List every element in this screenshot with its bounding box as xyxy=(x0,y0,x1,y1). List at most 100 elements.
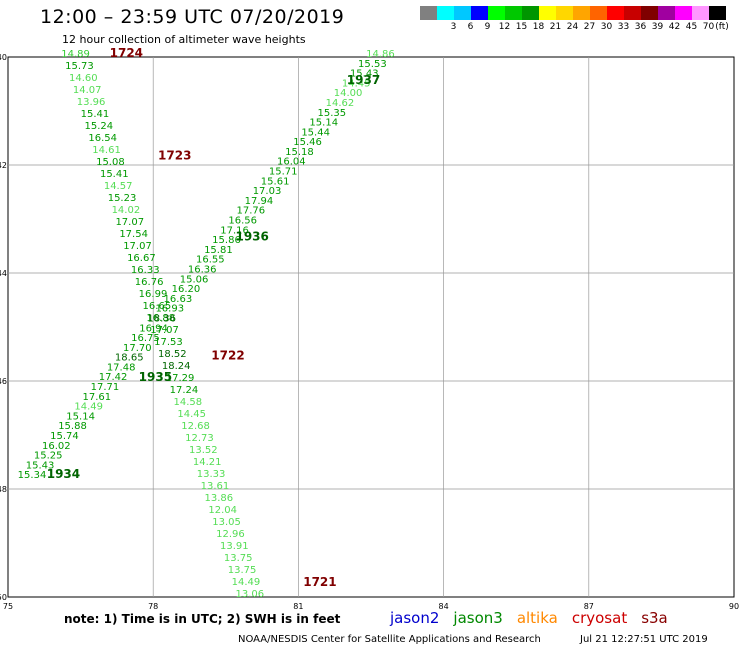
pass-time-label: 1935 xyxy=(139,370,172,384)
swh-value: 15.24 xyxy=(84,121,113,132)
swh-value: 13.61 xyxy=(201,481,230,492)
satellite-label: altika xyxy=(517,609,558,627)
swh-value: 17.07 xyxy=(123,241,152,252)
lon-tick-label: 81 xyxy=(293,602,303,611)
credit-text: NOAA/NESDIS Center for Satellite Applica… xyxy=(238,634,541,645)
swh-value: 15.71 xyxy=(269,167,298,178)
swh-value: 12.96 xyxy=(216,529,245,540)
generated-timestamp: Jul 21 12:27:51 UTC 2019 xyxy=(580,634,708,645)
swh-value: 15.41 xyxy=(81,109,110,120)
swh-value: 13.75 xyxy=(228,565,257,576)
swh-value: 12.73 xyxy=(185,433,214,444)
lat-tick-label: -46 xyxy=(0,377,7,386)
swh-value: 16.67 xyxy=(127,253,156,264)
swh-value: 14.49 xyxy=(74,402,103,413)
swh-value: 13.33 xyxy=(197,469,226,480)
pass-time-label: 1936 xyxy=(235,230,268,244)
lat-tick-label: -42 xyxy=(0,161,7,170)
pass-time-label: 1721 xyxy=(303,575,336,589)
swh-value: 18.52 xyxy=(158,349,187,360)
swh-value: 14.58 xyxy=(174,397,203,408)
pass-time-label: 1934 xyxy=(47,467,80,481)
altimeter-tracks: 14.8915.7314.6014.0713.9615.4115.2416.54… xyxy=(18,49,395,600)
swh-value: 15.23 xyxy=(108,193,137,204)
swh-value: 16.94 xyxy=(139,323,168,334)
swh-value: 16.04 xyxy=(277,157,306,168)
swh-value: 17.61 xyxy=(83,392,112,403)
lat-tick-label: -48 xyxy=(0,485,7,494)
lon-tick-label: 78 xyxy=(148,602,158,611)
swh-value: 12.04 xyxy=(208,505,237,516)
swh-value: 13.75 xyxy=(224,553,253,564)
swh-value: 13.91 xyxy=(220,541,249,552)
swh-value: 14.61 xyxy=(92,145,121,156)
swh-value: 16.54 xyxy=(88,133,117,144)
swh-value: 17.71 xyxy=(91,382,120,393)
swh-value: 16.56 xyxy=(228,216,257,227)
swh-value: 15.34 xyxy=(18,470,47,481)
pass-time-label: 1724 xyxy=(110,46,143,60)
swh-value: 15.73 xyxy=(65,61,94,72)
swh-value: 14.60 xyxy=(69,73,98,84)
swh-value: 14.21 xyxy=(193,457,222,468)
swh-value: 16.36 xyxy=(188,264,217,275)
satellite-label: s3a xyxy=(641,609,668,627)
lat-tick-label: -44 xyxy=(0,269,7,278)
pass-time-label: 1723 xyxy=(158,149,191,163)
swh-value: 13.52 xyxy=(189,445,218,456)
swh-value: 16.55 xyxy=(196,255,225,266)
swh-value: 15.06 xyxy=(180,274,209,285)
swh-value: 17.42 xyxy=(99,372,128,383)
satellite-label: jason3 xyxy=(453,609,502,627)
swh-value: 13.96 xyxy=(77,97,106,108)
swh-value: 15.44 xyxy=(301,127,330,138)
swh-value: 17.48 xyxy=(107,362,136,373)
lat-tick-label: -50 xyxy=(0,593,7,602)
swh-value: 16.63 xyxy=(164,294,193,305)
swh-value: 17.03 xyxy=(253,186,282,197)
lat-tick-label: -40 xyxy=(0,53,7,62)
swh-value: 15.41 xyxy=(100,169,129,180)
swh-value: 16.93 xyxy=(155,304,184,315)
swh-value: 15.14 xyxy=(309,118,338,129)
swh-value: 14.02 xyxy=(112,205,141,216)
swh-value: 17.54 xyxy=(119,229,148,240)
swh-value: 14.89 xyxy=(61,49,90,60)
pass-time-label: 1722 xyxy=(211,348,244,362)
swh-value: 16.20 xyxy=(172,284,201,295)
swh-value: 16.02 xyxy=(42,441,71,452)
satellite-label: jason2 xyxy=(390,609,439,627)
swh-value: 13.05 xyxy=(212,517,241,528)
swh-value: 16.33 xyxy=(131,265,160,276)
swh-value: 15.18 xyxy=(285,147,314,158)
swh-value: 15.61 xyxy=(261,176,290,187)
swh-value: 15.14 xyxy=(66,411,95,422)
swh-value: 16.76 xyxy=(135,277,164,288)
swh-value: 17.07 xyxy=(115,217,144,228)
swh-value: 13.06 xyxy=(235,589,264,600)
swh-value: 14.86 xyxy=(366,49,395,60)
satellite-legend: jason2 jason3 altika cryosat s3a xyxy=(390,609,682,627)
swh-value: 15.81 xyxy=(204,245,233,256)
swh-value: 16.75 xyxy=(131,333,160,344)
lon-tick-label: 75 xyxy=(3,602,13,611)
swh-value: 15.25 xyxy=(34,451,63,462)
footer-note: note: 1) Time is in UTC; 2) SWH is in fe… xyxy=(64,612,340,626)
swh-value: 13.86 xyxy=(205,493,234,504)
satellite-label: cryosat xyxy=(572,609,627,627)
swh-value: 14.45 xyxy=(177,409,206,420)
swh-value: 15.08 xyxy=(96,157,125,168)
swh-value: 15.46 xyxy=(293,137,322,148)
swh-value: 15.74 xyxy=(50,431,79,442)
pass-time-label: 1937 xyxy=(347,73,380,87)
swh-value: 15.53 xyxy=(358,59,387,70)
swh-value: 17.24 xyxy=(170,385,199,396)
swh-value: 14.49 xyxy=(232,577,261,588)
swh-value: 12.68 xyxy=(181,421,210,432)
swh-value: 14.62 xyxy=(326,98,355,109)
swh-value: 15.35 xyxy=(318,108,347,119)
lon-tick-label: 90 xyxy=(729,602,739,611)
swh-value: 18.36 xyxy=(147,313,176,324)
swh-value: 17.94 xyxy=(245,196,274,207)
